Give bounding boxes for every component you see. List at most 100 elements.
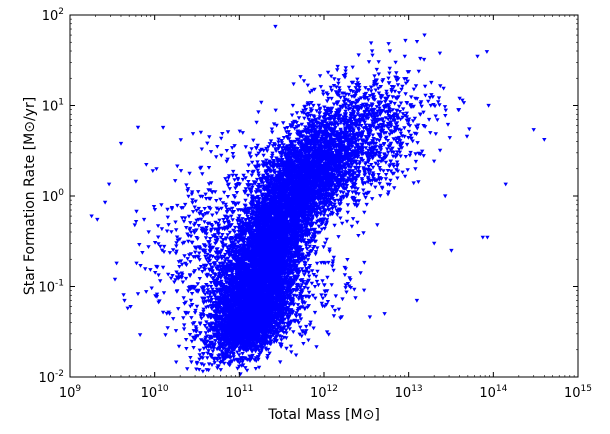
data-point <box>286 306 291 310</box>
data-point <box>228 351 233 356</box>
data-point <box>342 273 348 277</box>
data-point <box>302 286 307 290</box>
data-point <box>257 314 263 319</box>
data-points <box>89 24 547 377</box>
data-point <box>207 336 212 341</box>
data-point <box>216 320 221 325</box>
data-point <box>288 344 294 349</box>
data-point <box>203 331 209 335</box>
data-point <box>212 358 217 362</box>
data-point <box>243 366 248 370</box>
data-point <box>271 314 276 318</box>
data-point <box>219 359 224 364</box>
data-point <box>304 244 309 248</box>
data-point <box>295 282 300 287</box>
data-point <box>299 334 304 339</box>
data-point <box>232 342 237 347</box>
data-point <box>207 312 213 317</box>
data-point <box>208 281 214 285</box>
data-point <box>203 292 208 297</box>
data-point <box>232 320 238 324</box>
data-point <box>228 361 233 365</box>
data-point <box>220 354 225 359</box>
data-point <box>223 319 228 324</box>
data-point <box>214 287 220 292</box>
data-point <box>284 309 289 314</box>
data-point <box>300 305 305 309</box>
data-point <box>237 364 242 369</box>
data-point <box>237 361 242 365</box>
data-point <box>231 339 236 344</box>
data-point <box>315 246 320 251</box>
data-point <box>291 330 296 334</box>
data-point <box>287 303 292 307</box>
data-point <box>201 309 206 314</box>
data-point <box>287 289 292 294</box>
data-point <box>210 254 215 259</box>
data-point <box>211 328 217 333</box>
data-point <box>193 325 199 329</box>
data-point <box>212 322 217 327</box>
data-point <box>201 352 206 356</box>
data-point <box>225 245 230 250</box>
data-point <box>267 351 272 356</box>
data-point <box>214 356 219 361</box>
data-point <box>213 339 218 344</box>
data-point <box>302 307 308 312</box>
data-point <box>271 325 277 330</box>
data-point <box>307 274 312 279</box>
data-point <box>209 340 214 345</box>
data-point <box>222 259 228 264</box>
data-point <box>226 349 231 353</box>
data-point <box>181 327 187 332</box>
data-point <box>205 356 210 360</box>
data-point <box>269 323 274 327</box>
data-point <box>298 317 304 322</box>
data-point <box>209 323 214 328</box>
data-point <box>176 344 182 349</box>
data-point <box>306 338 311 343</box>
data-point <box>222 361 227 366</box>
data-point <box>236 353 242 357</box>
data-point <box>222 326 228 331</box>
data-point <box>305 286 310 291</box>
data-point <box>256 357 261 362</box>
data-point <box>265 354 270 358</box>
data-point <box>223 347 228 352</box>
data-point <box>199 362 204 366</box>
data-point <box>204 320 209 325</box>
data-point <box>185 367 190 371</box>
data-point <box>197 353 202 357</box>
data-point <box>216 341 221 346</box>
data-point <box>219 281 224 286</box>
data-point <box>319 301 324 306</box>
data-point <box>288 320 294 325</box>
data-point <box>197 357 202 362</box>
data-point <box>259 348 264 353</box>
data-point <box>309 281 315 286</box>
data-point <box>209 363 215 367</box>
data-point <box>283 328 289 333</box>
data-point <box>206 349 211 353</box>
data-point <box>205 351 210 356</box>
data-point <box>197 348 202 353</box>
data-point <box>212 361 217 365</box>
data-point <box>206 362 212 367</box>
data-point <box>220 351 225 356</box>
data-point <box>210 321 215 326</box>
data-point <box>240 352 245 356</box>
data-point <box>237 322 242 326</box>
data-point <box>216 364 221 369</box>
data-point <box>249 355 254 360</box>
data-point <box>279 335 284 339</box>
data-point <box>207 343 212 348</box>
data-point <box>256 348 261 353</box>
data-point <box>302 263 308 268</box>
data-point <box>254 359 259 363</box>
data-point <box>254 341 260 346</box>
data-point <box>311 273 316 277</box>
data-point <box>198 338 204 342</box>
data-point <box>203 337 208 342</box>
data-point <box>224 262 230 267</box>
